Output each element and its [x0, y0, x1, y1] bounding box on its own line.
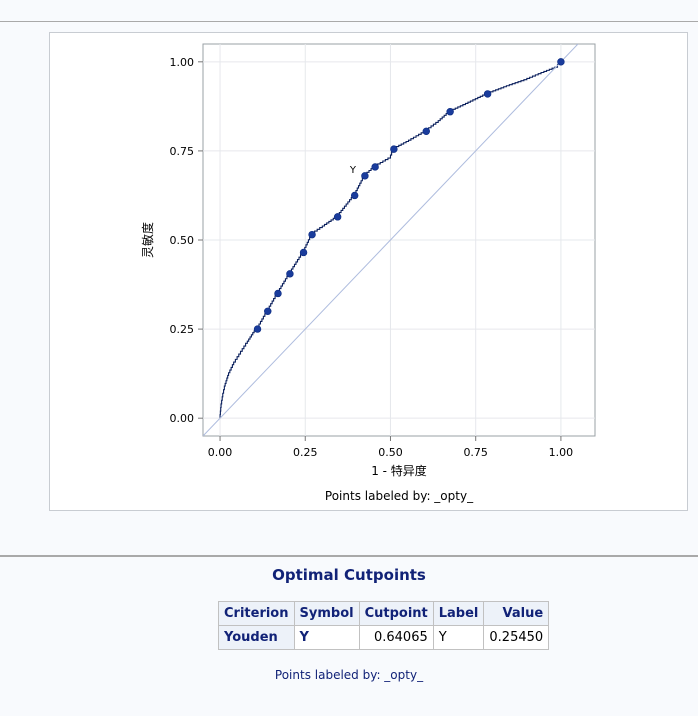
- x-axis-label: 1 - 特异度: [371, 463, 427, 478]
- y-tick-label: 0.75: [170, 145, 195, 158]
- reference-line: [203, 44, 579, 436]
- cutpoints-table: Criterion Symbol Cutpoint Label Value Yo…: [218, 601, 550, 650]
- grid: [203, 44, 595, 436]
- cutpoint-marker: [483, 90, 492, 98]
- cutpoint-marker: [371, 163, 379, 171]
- cutpoint-marker: [274, 289, 282, 298]
- header-value: Value: [483, 601, 550, 626]
- cutpoints-title: Optimal Cutpoints: [272, 566, 426, 584]
- cutpoint-marker: [333, 213, 342, 221]
- y-tick-label: 1.00: [170, 56, 195, 69]
- table-row: Youden Y 0.64065 Y 0.25450: [218, 625, 550, 650]
- point-annotation: Y: [349, 165, 357, 176]
- x-tick-label: 0.50: [378, 446, 403, 459]
- header-criterion: Criterion: [218, 601, 295, 626]
- table-footnote: Points labeled by: _opty_: [274, 668, 424, 682]
- cell-cutpoint: 0.64065: [358, 625, 434, 650]
- cutpoint-marker: [286, 270, 294, 278]
- points-layer: Y: [253, 58, 565, 333]
- header-cutpoint: Cutpoint: [358, 601, 434, 626]
- roc-chart-panel: 0.00 0.25 0.50 0.75 1.00 0.00 0.25 0.50 0.75 1.00…: [49, 32, 688, 511]
- cutpoint-marker: [350, 191, 359, 200]
- cell-symbol: Y: [293, 625, 360, 650]
- roc-curve: [219, 61, 561, 419]
- cutpoint-marker: [446, 108, 454, 116]
- axes: 0.00 0.25 0.50 0.75 1.00 0.00 0.25 0.50 0.75 1.00: [170, 56, 574, 459]
- cutpoint-marker: [422, 127, 430, 136]
- section-divider: [0, 555, 698, 557]
- y-tick-label: 0.25: [170, 323, 195, 336]
- x-tick-label: 0.25: [293, 446, 318, 459]
- x-tick-label: 0.75: [463, 446, 488, 459]
- y-axis-label: 灵敏度: [140, 222, 155, 258]
- x-tick-label: 0.00: [208, 446, 233, 459]
- cutpoint-marker: [264, 307, 272, 315]
- chart-footnote: Points labeled by: _opty_: [325, 489, 474, 503]
- table-header-row: Criterion Symbol Cutpoint Label Value: [218, 601, 550, 626]
- cutpoint-marker: [361, 172, 369, 180]
- x-tick-label: 1.00: [549, 446, 574, 459]
- cutpoint-marker: [390, 145, 398, 153]
- top-rule: [0, 21, 698, 22]
- y-tick-label: 0.50: [170, 234, 195, 247]
- y-tick-label: 0.00: [170, 412, 195, 425]
- series-layer: [203, 44, 579, 436]
- cell-criterion: Youden: [218, 625, 295, 650]
- cell-label: Y: [432, 625, 485, 650]
- roc-chart: 0.00 0.25 0.50 0.75 1.00 0.00 0.25 0.50 0.75 1.00…: [140, 43, 596, 503]
- cutpoint-marker: [557, 58, 565, 66]
- cutpoint-marker: [308, 230, 316, 239]
- header-symbol: Symbol: [293, 601, 360, 626]
- cutpoint-marker: [299, 248, 308, 257]
- cutpoint-marker: [253, 325, 262, 333]
- cell-value: 0.25450: [483, 625, 550, 650]
- header-label: Label: [432, 601, 485, 626]
